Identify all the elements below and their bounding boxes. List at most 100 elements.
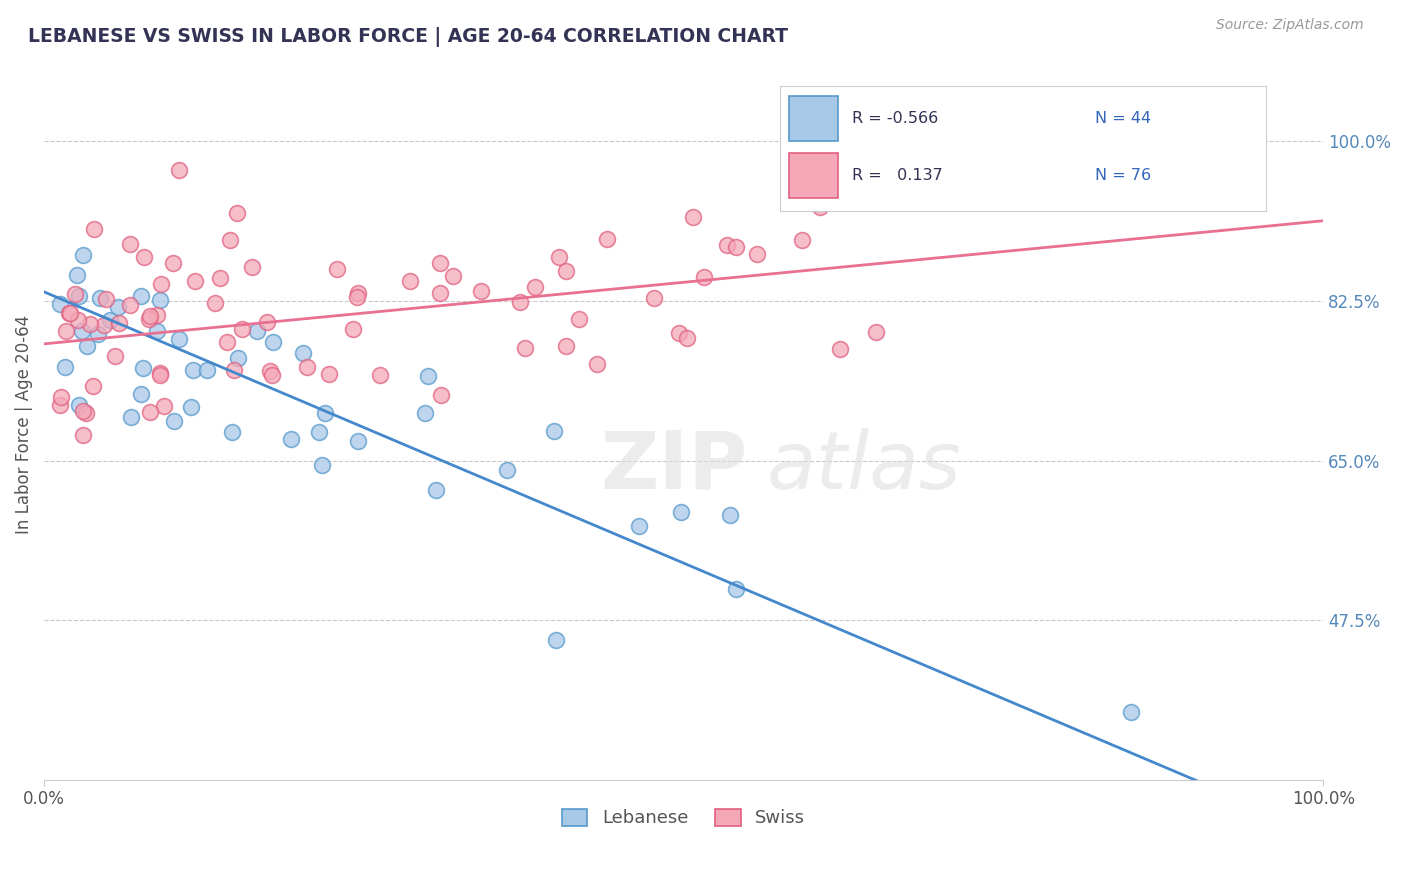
Point bbox=[544, 633, 567, 648]
Point bbox=[347, 434, 370, 448]
Point bbox=[94, 292, 117, 306]
Point bbox=[346, 290, 368, 304]
Point bbox=[724, 240, 747, 254]
Text: LEBANESE VS SWISS IN LABOR FORCE | AGE 20-64 CORRELATION CHART: LEBANESE VS SWISS IN LABOR FORCE | AGE 2… bbox=[28, 27, 789, 46]
Point bbox=[425, 483, 447, 498]
Point bbox=[724, 582, 747, 596]
Point bbox=[49, 390, 72, 404]
Point bbox=[184, 274, 207, 288]
Point bbox=[67, 289, 90, 303]
Point bbox=[225, 206, 247, 220]
Point bbox=[139, 310, 162, 324]
Point bbox=[311, 458, 333, 472]
Point bbox=[107, 300, 129, 314]
Point bbox=[547, 250, 569, 264]
Point bbox=[104, 349, 127, 363]
Point bbox=[72, 324, 94, 338]
Point bbox=[668, 326, 690, 340]
Point bbox=[163, 414, 186, 428]
Point bbox=[58, 306, 80, 320]
Point bbox=[55, 324, 77, 338]
Point bbox=[222, 363, 245, 377]
Point bbox=[509, 295, 531, 310]
Point bbox=[342, 321, 364, 335]
Point bbox=[585, 358, 607, 372]
Point bbox=[183, 363, 205, 377]
Point bbox=[413, 405, 436, 419]
Point bbox=[543, 424, 565, 438]
Point bbox=[260, 368, 283, 382]
Point bbox=[1121, 705, 1143, 719]
Text: atlas: atlas bbox=[766, 428, 962, 506]
Point bbox=[138, 311, 160, 326]
Point bbox=[167, 332, 190, 346]
Point bbox=[195, 363, 218, 377]
Point bbox=[568, 311, 591, 326]
Point bbox=[67, 398, 90, 412]
Point bbox=[228, 351, 250, 365]
Point bbox=[129, 387, 152, 401]
Point bbox=[180, 400, 202, 414]
Point bbox=[326, 262, 349, 277]
Point bbox=[65, 287, 87, 301]
Point bbox=[76, 339, 98, 353]
Point bbox=[627, 519, 650, 533]
Point bbox=[58, 306, 80, 320]
Point bbox=[693, 269, 716, 284]
Point bbox=[83, 221, 105, 235]
Point bbox=[131, 289, 153, 303]
Point bbox=[291, 345, 314, 359]
Point bbox=[682, 211, 704, 225]
Point bbox=[429, 286, 451, 301]
Point bbox=[209, 271, 232, 285]
Point bbox=[347, 286, 370, 301]
Point bbox=[416, 369, 439, 384]
Point bbox=[118, 298, 141, 312]
Point bbox=[231, 322, 253, 336]
Point bbox=[82, 378, 104, 392]
Point bbox=[204, 296, 226, 310]
Point bbox=[441, 268, 464, 283]
Text: ZIP: ZIP bbox=[600, 428, 748, 506]
Point bbox=[315, 406, 337, 420]
Point bbox=[132, 250, 155, 264]
Point bbox=[120, 236, 142, 251]
Point bbox=[643, 291, 665, 305]
Y-axis label: In Labor Force | Age 20-64: In Labor Force | Age 20-64 bbox=[15, 315, 32, 533]
Point bbox=[221, 425, 243, 439]
Point bbox=[496, 463, 519, 477]
Point bbox=[262, 334, 284, 349]
Point bbox=[72, 428, 94, 442]
Point bbox=[790, 234, 813, 248]
Point bbox=[72, 248, 94, 262]
Point bbox=[596, 232, 619, 246]
Point bbox=[145, 324, 167, 338]
Point bbox=[747, 247, 769, 261]
Point bbox=[256, 315, 278, 329]
Point bbox=[865, 325, 887, 339]
Legend: Lebanese, Swiss: Lebanese, Swiss bbox=[555, 801, 813, 835]
Point bbox=[108, 316, 131, 330]
Point bbox=[89, 291, 111, 305]
Point bbox=[49, 398, 72, 412]
Point bbox=[87, 326, 110, 341]
Point bbox=[132, 360, 155, 375]
Point bbox=[280, 432, 302, 446]
Point bbox=[98, 313, 121, 327]
Point bbox=[75, 406, 97, 420]
Point bbox=[218, 233, 240, 247]
Point bbox=[215, 334, 238, 349]
Point bbox=[149, 293, 172, 307]
Point bbox=[318, 367, 340, 381]
Point bbox=[716, 238, 738, 252]
Point bbox=[259, 364, 281, 378]
Point bbox=[120, 410, 142, 425]
Text: Source: ZipAtlas.com: Source: ZipAtlas.com bbox=[1216, 18, 1364, 32]
Point bbox=[246, 324, 269, 338]
Point bbox=[49, 297, 72, 311]
Point bbox=[513, 342, 536, 356]
Point bbox=[430, 388, 453, 402]
Point bbox=[65, 268, 87, 282]
Point bbox=[149, 366, 172, 380]
Point bbox=[671, 505, 693, 519]
